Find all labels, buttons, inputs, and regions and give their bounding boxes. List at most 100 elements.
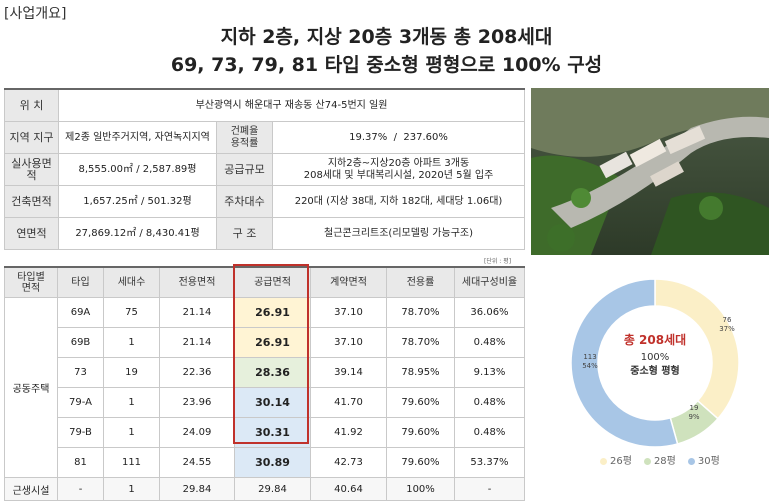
legend-label-30: 30평 xyxy=(697,456,720,467)
unit-size-donut-chart: 76 37% 19 9% 113 54% 총 208세대 100% 중소형 평형 xyxy=(560,275,750,455)
area-value: 8,555.00㎡ / 2,587.89평 xyxy=(58,153,217,186)
table-row: 81 111 24.55 30.89 42.73 79.60% 53.37% xyxy=(5,447,525,478)
facility-exclusive: 29.84 xyxy=(159,477,235,501)
data-label-28-pct: 9% xyxy=(688,413,699,421)
ratio-value: 19.37% / 237.60% xyxy=(271,121,526,154)
structure-label: 구 조 xyxy=(216,217,273,250)
cell-contract: 41.70 xyxy=(310,387,387,418)
header-exclusive-area: 전용면적 xyxy=(159,266,235,298)
cell-exclusive: 21.14 xyxy=(159,327,235,358)
facility-label: 근생시설 xyxy=(4,477,58,501)
headline-line-2: 69, 73, 79, 81 타입 중소형 평형으로 100% 구성 xyxy=(170,54,603,76)
table-row: 73 19 22.36 28.36 39.14 78.95% 9.13% xyxy=(5,357,525,388)
cell-type: 69A xyxy=(57,297,104,328)
facility-ratio: - xyxy=(454,477,525,501)
cell-exclusive: 24.09 xyxy=(159,417,235,448)
donut-center-subtitle: 중소형 평형 xyxy=(630,364,679,377)
cell-ratio: 36.06% xyxy=(454,297,525,328)
legend-dot-28 xyxy=(643,457,651,465)
donut-center-percent: 100% xyxy=(641,352,670,363)
cell-supply: 30.89 xyxy=(234,447,311,478)
data-label-28-count: 19 xyxy=(690,404,699,412)
cell-units: 1 xyxy=(103,387,160,418)
ratio-label: 건폐율 용적률 xyxy=(216,121,273,154)
data-label-30-count: 113 xyxy=(583,353,596,361)
zone-value: 제2종 일반주거지역, 자연녹지지역 xyxy=(58,121,217,154)
location-value: 부산광역시 해운대구 재송동 산74-5번지 일원 xyxy=(57,88,526,122)
cell-units: 1 xyxy=(103,327,160,358)
header-area-by-type: 타입별 면적 xyxy=(4,266,58,298)
header-composition-ratio: 세대구성비율 xyxy=(454,266,525,298)
legend-dot-30 xyxy=(687,457,695,465)
cell-type: 73 xyxy=(57,357,104,388)
cell-ratio: 0.48% xyxy=(454,417,525,448)
gross-area-value: 27,869.12㎡ / 8,430.41평 xyxy=(58,217,217,250)
header-supply-area: 공급면적 xyxy=(234,266,311,298)
legend-label-28: 28평 xyxy=(653,456,676,467)
donut-legend: 26평 28평 30평 xyxy=(600,452,720,467)
cell-rate: 79.60% xyxy=(386,387,455,418)
legend-item-26: 26평 xyxy=(600,452,632,467)
header-exclusive-rate: 전용률 xyxy=(386,266,455,298)
aerial-render-illustration xyxy=(531,88,769,255)
area-label: 실사용면적 xyxy=(4,153,59,186)
section-title: [사업개요] xyxy=(4,6,67,22)
data-label-26-pct: 37% xyxy=(719,325,735,333)
legend-label-26: 26평 xyxy=(610,456,632,467)
cell-units: 19 xyxy=(103,357,160,388)
cell-exclusive: 21.14 xyxy=(159,297,235,328)
building-area-label: 건축면적 xyxy=(4,185,59,218)
cell-units: 111 xyxy=(103,447,160,478)
parking-label: 주차대수 xyxy=(216,185,273,218)
table-row: 79-B 1 24.09 30.31 41.92 79.60% 0.48% xyxy=(5,417,525,448)
table-row-facility: 근생시설 - 1 29.84 29.84 40.64 100% - xyxy=(4,477,525,501)
parking-value: 220대 (지상 38대, 지하 182대, 세대당 1.06대) xyxy=(271,185,526,218)
cell-units: 75 xyxy=(103,297,160,328)
cell-supply: 30.14 xyxy=(234,387,311,418)
legend-item-30: 30평 xyxy=(687,452,720,467)
cell-supply: 30.31 xyxy=(234,417,311,448)
cell-contract: 41.92 xyxy=(310,417,387,448)
aerial-site-image xyxy=(531,88,769,255)
donut-slice-30 xyxy=(570,278,679,448)
table-row: 79-A 1 23.96 30.14 41.70 79.60% 0.48% xyxy=(5,387,525,418)
headline-line-1: 지하 2층, 지상 20층 3개동 총 208세대 xyxy=(220,26,553,48)
cell-contract: 39.14 xyxy=(310,357,387,388)
zone-label: 지역 지구 xyxy=(4,121,59,154)
table-row: 69B 1 21.14 26.91 37.10 78.70% 0.48% xyxy=(5,327,525,358)
cell-type: 79-A xyxy=(57,387,104,418)
building-area-value: 1,657.25㎡ / 501.32평 xyxy=(58,185,217,218)
cell-type: 79-B xyxy=(57,417,104,448)
cell-type: 69B xyxy=(57,327,104,358)
data-label-30-pct: 54% xyxy=(582,362,598,370)
cell-type: 81 xyxy=(57,447,104,478)
unit-note: [단위 : 평] xyxy=(484,258,512,265)
cell-supply: 28.36 xyxy=(234,357,311,388)
group-label: 공동주택 xyxy=(4,297,58,478)
cell-rate: 79.60% xyxy=(386,447,455,478)
cell-ratio: 0.48% xyxy=(454,387,525,418)
cell-supply: 26.91 xyxy=(234,327,311,358)
cell-ratio: 9.13% xyxy=(454,357,525,388)
data-label-26-count: 76 xyxy=(723,316,732,324)
cell-rate: 78.70% xyxy=(386,297,455,328)
cell-rate: 78.70% xyxy=(386,327,455,358)
header-units: 세대수 xyxy=(103,266,160,298)
cell-ratio: 0.48% xyxy=(454,327,525,358)
cell-ratio: 53.37% xyxy=(454,447,525,478)
cell-units: 1 xyxy=(103,417,160,448)
cell-contract: 37.10 xyxy=(310,327,387,358)
cell-exclusive: 24.55 xyxy=(159,447,235,478)
facility-supply: 29.84 xyxy=(234,477,311,501)
table-row: 공동주택 69A 75 21.14 26.91 37.10 78.70% 36.06% xyxy=(4,297,525,478)
cell-exclusive: 23.96 xyxy=(159,387,235,418)
unit-type-table: 타입별 면적 타입 세대수 전용면적 공급면적 계약면적 전용률 세대구성비율 … xyxy=(4,266,525,501)
gross-area-label: 연면적 xyxy=(4,217,59,250)
facility-rate: 100% xyxy=(386,477,455,501)
structure-value: 철근콘크리트조(리모델링 가능구조) xyxy=(271,217,526,250)
header-contract-area: 계약면적 xyxy=(310,266,387,298)
cell-supply: 26.91 xyxy=(234,297,311,328)
donut-slice-26 xyxy=(654,278,740,420)
legend-item-28: 28평 xyxy=(643,452,676,467)
